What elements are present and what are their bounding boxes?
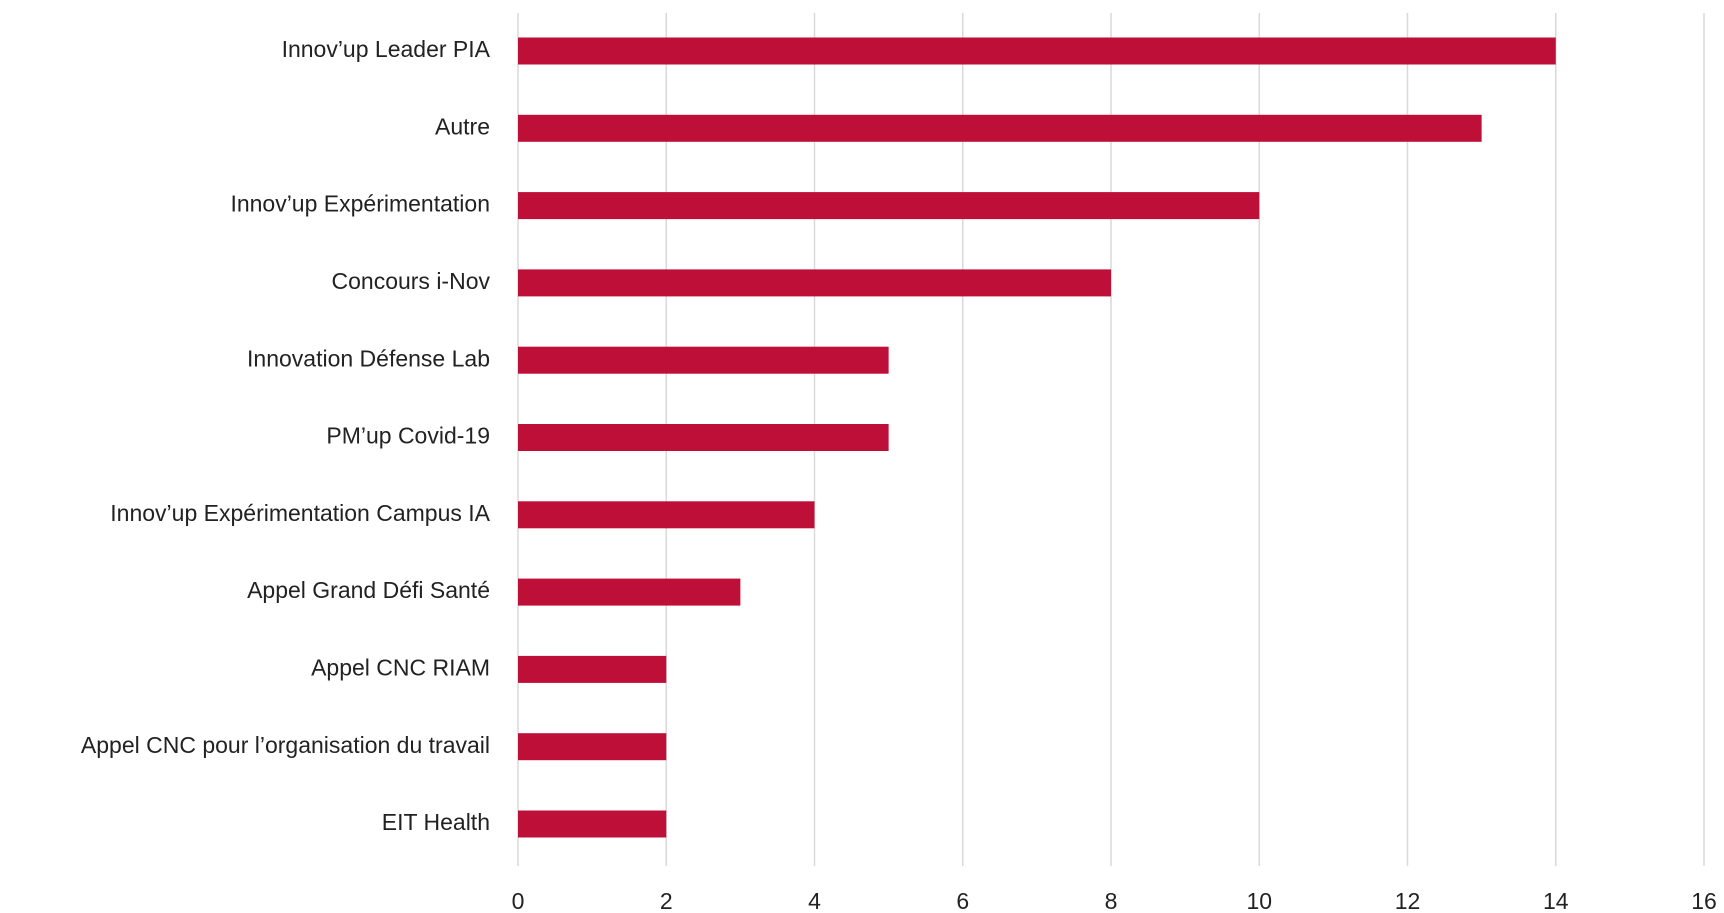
y-tick-label: Autre xyxy=(435,113,490,139)
bar xyxy=(518,424,889,451)
y-tick-label: Innovation Défense Lab xyxy=(247,345,490,371)
x-tick-label: 2 xyxy=(660,888,673,913)
x-tick-label: 16 xyxy=(1691,888,1717,913)
bar xyxy=(518,192,1260,220)
y-tick-label: Appel CNC RIAM xyxy=(311,654,490,680)
y-tick-label: EIT Health xyxy=(382,809,490,835)
bar xyxy=(518,269,1111,297)
x-tick-label: 14 xyxy=(1543,888,1569,913)
y-tick-label: Concours i-Nov xyxy=(332,268,491,294)
bar xyxy=(518,346,889,374)
bar xyxy=(518,655,667,683)
x-tick-label: 12 xyxy=(1395,888,1421,913)
x-tick-label: 0 xyxy=(512,888,525,913)
y-tick-label: PM’up Covid-19 xyxy=(326,423,490,449)
bar xyxy=(518,810,667,838)
bar xyxy=(518,114,1482,142)
bar xyxy=(518,733,667,761)
bar xyxy=(518,37,1556,65)
x-tick-label: 10 xyxy=(1246,888,1272,913)
y-tick-label: Appel CNC pour l’organisation du travail xyxy=(81,732,490,758)
x-tick-label: 6 xyxy=(956,888,969,913)
y-tick-label: Innov’up Leader PIA xyxy=(282,36,491,62)
bar xyxy=(518,578,741,606)
bar xyxy=(518,501,815,529)
y-tick-label: Innov’up Expérimentation xyxy=(230,191,490,217)
x-tick-label: 4 xyxy=(808,888,821,913)
x-tick-label: 8 xyxy=(1105,888,1118,913)
y-tick-label: Innov’up Expérimentation Campus IA xyxy=(110,500,490,526)
y-tick-label: Appel Grand Défi Santé xyxy=(247,577,490,603)
